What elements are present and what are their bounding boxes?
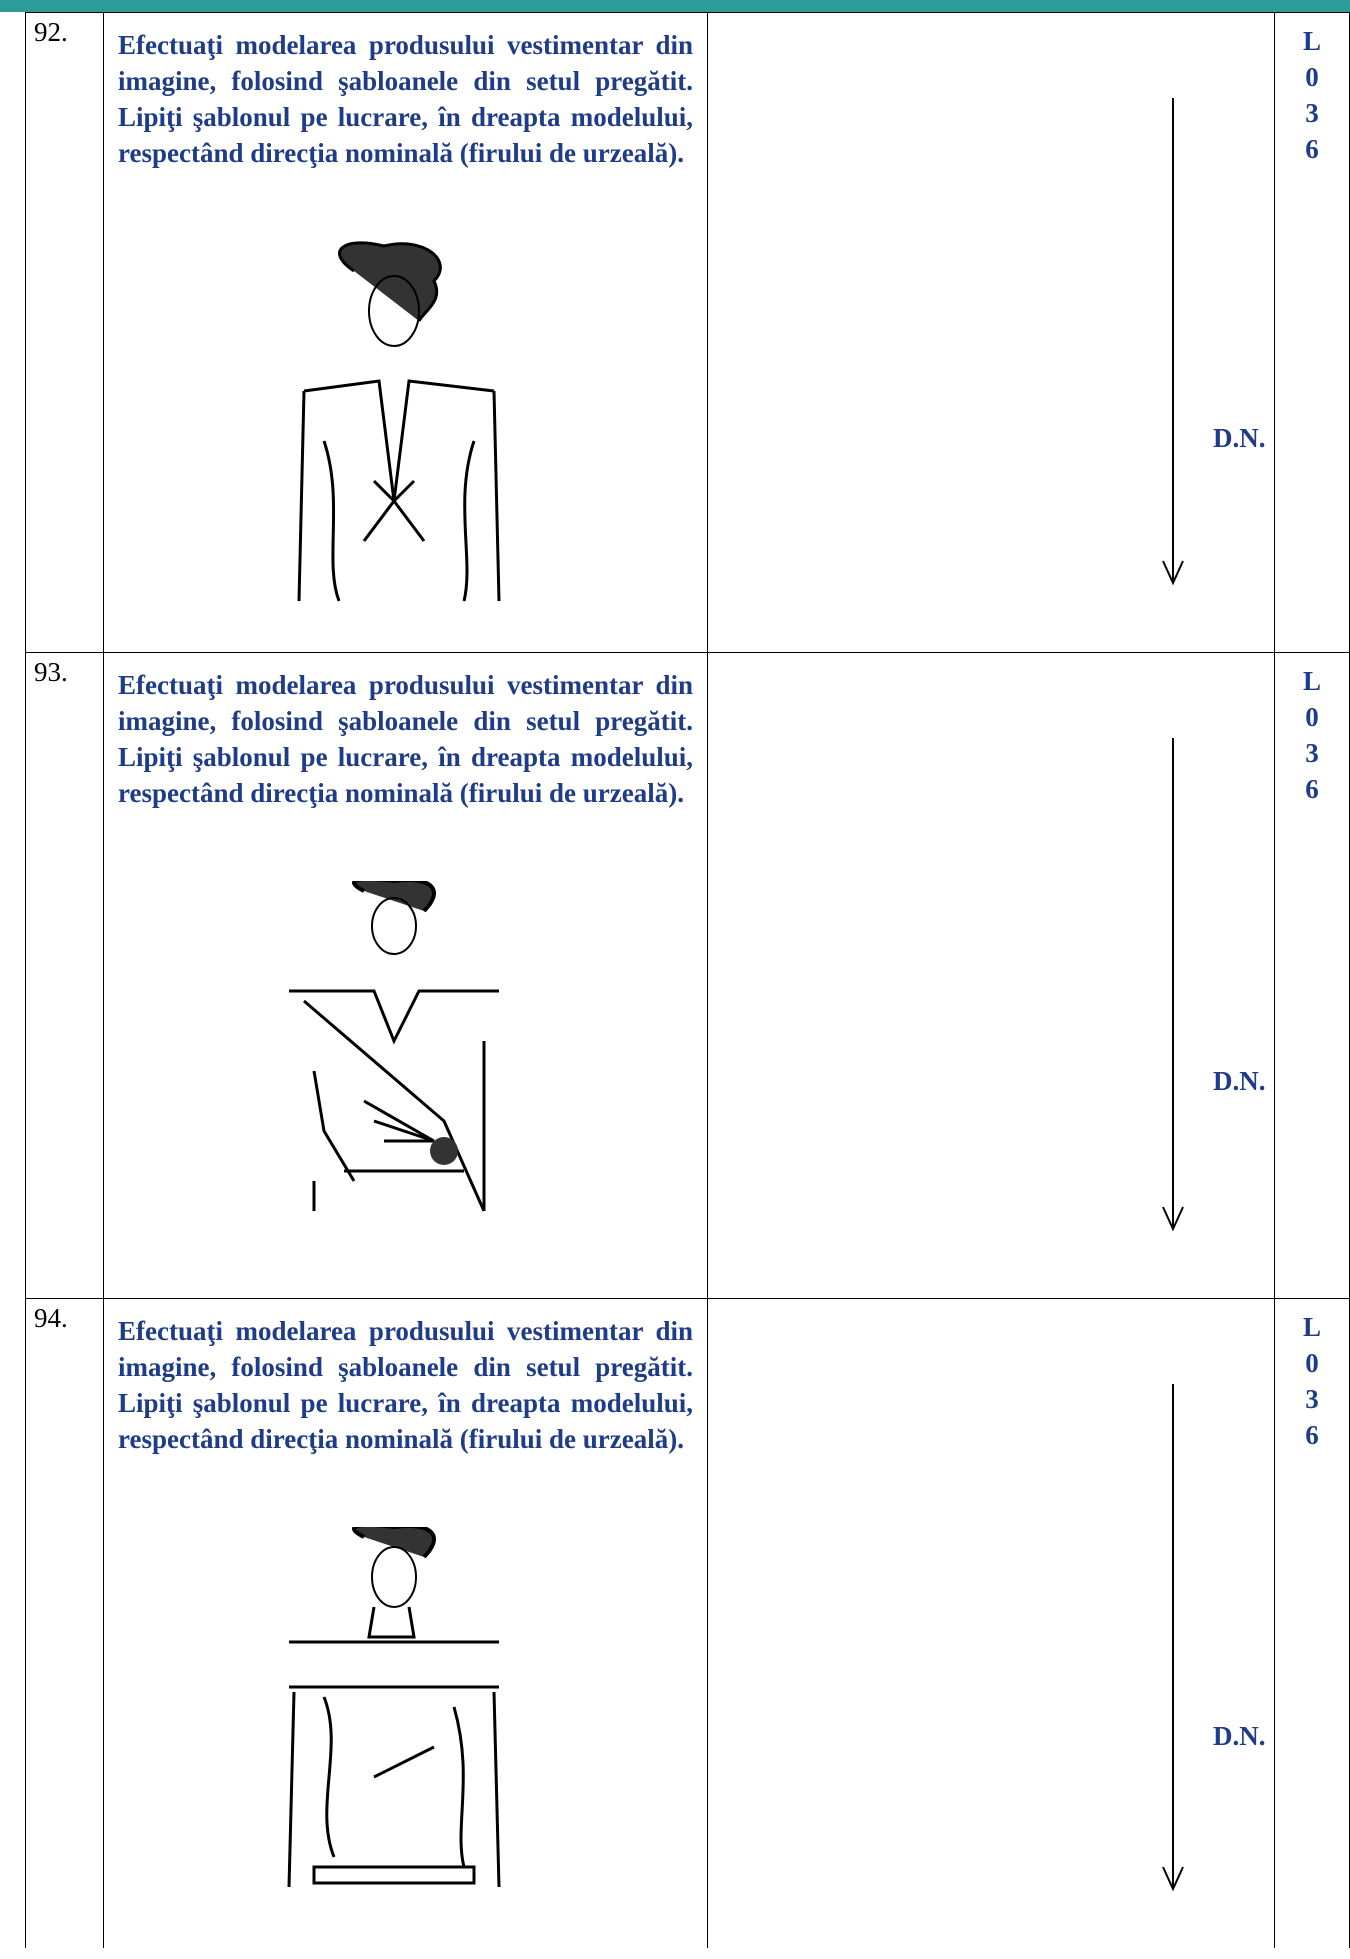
figure-sketch [289, 877, 499, 1212]
instruction-text: Efectuaţi modelarea produsului vestiment… [118, 1316, 693, 1454]
code-char: 3 [1305, 738, 1319, 768]
instruction-cell: Efectuaţi modelarea produsului vestiment… [104, 1299, 708, 1948]
direction-arrow [1162, 738, 1184, 1232]
instruction-text: Efectuaţi modelarea produsului vestiment… [118, 670, 693, 808]
code-char: 6 [1305, 134, 1319, 164]
code-char: 0 [1305, 62, 1319, 92]
direction-label: D.N. [1213, 1721, 1266, 1751]
direction-arrow [1162, 98, 1184, 586]
code-char: 6 [1305, 1420, 1319, 1450]
code-char: L [1302, 26, 1321, 56]
garment-figure [284, 1523, 514, 1902]
code-cell: L 0 3 6 [1275, 13, 1349, 652]
figure-sketch [297, 241, 501, 602]
instruction-text: Efectuaţi modelarea produsului vestiment… [118, 30, 693, 168]
direction-cell: D.N. [708, 653, 1275, 1298]
instruction-cell: Efectuaţi modelarea produsului vestiment… [104, 653, 708, 1298]
table-row: 94. Efectuaţi modelarea produsului vestim… [25, 1298, 1350, 1948]
direction-cell: D.N. [708, 1299, 1275, 1948]
table-row: 93. Efectuaţi modelarea produsului vestim… [25, 652, 1350, 1298]
garment-figure [284, 877, 514, 1256]
direction-label: D.N. [1213, 1066, 1266, 1096]
direction-label: D.N. [1213, 423, 1266, 453]
code-char: 3 [1305, 1384, 1319, 1414]
row-number: 93. [26, 653, 104, 1298]
direction-arrow [1162, 1384, 1184, 1892]
garment-figure [284, 241, 514, 616]
row-number: 92. [26, 13, 104, 652]
code-char: 0 [1305, 1348, 1319, 1378]
instruction-cell: Efectuaţi modelarea produsului vestiment… [104, 13, 708, 652]
code-char: L [1302, 666, 1321, 696]
code-cell: L 0 3 6 [1275, 1299, 1349, 1948]
figure-sketch [287, 1523, 501, 1888]
direction-cell: D.N. [708, 13, 1275, 652]
code-char: 3 [1305, 98, 1319, 128]
row-number: 94. [26, 1299, 104, 1948]
table-row: 92. Efectuaţi modelarea produsului vestim… [25, 12, 1350, 652]
code-cell: L 0 3 6 [1275, 653, 1349, 1298]
code-char: 0 [1305, 702, 1319, 732]
top-bar [0, 0, 1350, 12]
code-char: L [1302, 1312, 1321, 1342]
code-char: 6 [1305, 774, 1319, 804]
